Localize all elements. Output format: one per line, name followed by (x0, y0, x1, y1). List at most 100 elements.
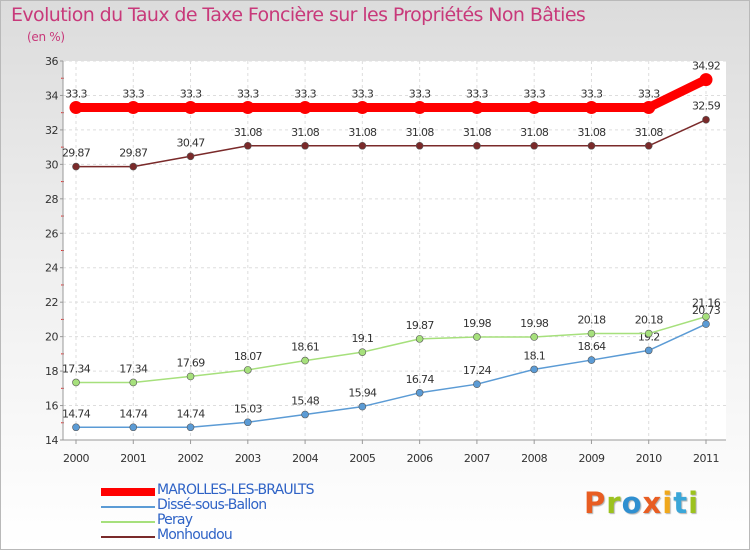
data-point (72, 162, 80, 171)
chart-unit-label: (en %) (27, 30, 65, 44)
y-tick-label: 30 (45, 158, 58, 171)
series-line-1 (75, 323, 707, 429)
data-label: 16.74 (406, 373, 435, 386)
data-point (355, 101, 369, 115)
data-point (358, 402, 367, 411)
data-point (584, 101, 598, 115)
data-label: 17.24 (463, 364, 492, 377)
data-label: 18.07 (234, 350, 263, 363)
data-point (644, 329, 653, 338)
data-label: 17.69 (177, 356, 206, 369)
legend-label: MAROLLES-LES-BRAULTS (157, 482, 315, 498)
data-point (301, 141, 309, 150)
data-point (186, 423, 195, 432)
data-point (186, 152, 195, 161)
data-label: 18.64 (577, 340, 606, 353)
y-tick-label: 18 (45, 365, 58, 378)
data-point (129, 378, 138, 387)
data-point (702, 320, 710, 328)
data-label: 30.47 (177, 136, 206, 149)
data-label: 19.1 (352, 332, 374, 345)
data-label: 20.18 (577, 314, 606, 327)
series-line-0 (71, 75, 711, 113)
data-label: 21.16 (692, 297, 721, 310)
y-tick-label: 34 (45, 89, 58, 102)
data-label: 15.94 (348, 387, 377, 400)
data-label: 31.08 (291, 126, 320, 139)
x-tick-label: 2001 (120, 452, 146, 465)
data-label: 33.3 (237, 88, 259, 101)
data-point (186, 372, 195, 381)
data-point (244, 418, 252, 427)
legend-label: Peray (157, 512, 193, 528)
data-point (72, 378, 80, 387)
legend-swatch (101, 488, 155, 496)
data-label: 15.03 (234, 402, 263, 415)
data-point (301, 356, 309, 365)
y-tick-label: 32 (45, 124, 58, 137)
data-label: 33.3 (409, 88, 431, 101)
data-label: 31.08 (520, 126, 549, 139)
data-label: 33.3 (466, 88, 488, 101)
data-point (415, 141, 424, 150)
data-label: 33.3 (65, 88, 87, 101)
data-point (473, 380, 481, 388)
data-label: 18.1 (523, 349, 545, 362)
data-label: 29.87 (119, 147, 148, 160)
data-point (473, 333, 481, 341)
x-tick-label: 2009 (578, 452, 604, 465)
data-point (644, 346, 653, 355)
data-point (244, 366, 252, 374)
data-label: 33.3 (180, 88, 202, 101)
x-tick-label: 2007 (464, 452, 490, 465)
data-label: 31.08 (463, 126, 492, 139)
data-label: 19.87 (406, 319, 435, 332)
data-label: 31.08 (577, 126, 606, 139)
data-point (702, 115, 710, 124)
x-tick-label: 2008 (521, 452, 547, 465)
y-tick-label: 16 (45, 400, 58, 413)
data-label: 33.3 (294, 88, 316, 101)
data-label: 33.3 (581, 88, 603, 101)
data-label: 31.08 (406, 126, 435, 139)
data-point (415, 388, 424, 397)
data-label: 14.74 (119, 407, 148, 420)
data-point (298, 101, 312, 115)
data-label: 14.74 (62, 407, 91, 420)
x-tick-label: 2004 (292, 452, 318, 465)
data-point (184, 101, 198, 115)
y-tick-label: 14 (45, 434, 58, 447)
x-tick-label: 2006 (407, 452, 433, 465)
data-point (527, 101, 541, 115)
y-tick-label: 20 (45, 331, 58, 344)
x-tick-label: 2011 (693, 452, 719, 465)
data-point (530, 333, 538, 341)
data-label: 17.34 (119, 362, 148, 375)
data-label: 33.3 (523, 88, 545, 101)
data-point (587, 329, 596, 338)
data-label: 32.59 (692, 100, 721, 113)
x-tick-label: 2005 (349, 452, 375, 465)
data-point (129, 423, 138, 432)
data-label: 17.34 (62, 362, 91, 375)
data-point (530, 141, 538, 150)
data-label: 14.74 (177, 407, 206, 420)
data-label: 19.98 (520, 317, 549, 330)
y-tick-label: 24 (45, 262, 58, 275)
legend-swatch (101, 536, 155, 538)
data-point (587, 141, 596, 150)
data-label: 20.18 (635, 314, 664, 327)
chart-title: Evolution du Taux de Taxe Foncière sur l… (11, 4, 586, 26)
data-label: 15.48 (291, 395, 320, 408)
legend-label: Monhoudou (157, 527, 233, 543)
y-tick-label: 28 (45, 193, 58, 206)
data-point (241, 101, 255, 115)
data-label: 31.08 (635, 126, 664, 139)
y-tick-label: 22 (45, 296, 58, 309)
data-label: 33.3 (122, 88, 144, 101)
data-point (301, 410, 309, 419)
x-tick-label: 2003 (235, 452, 261, 465)
data-label: 29.87 (62, 147, 91, 160)
data-point (530, 365, 538, 374)
